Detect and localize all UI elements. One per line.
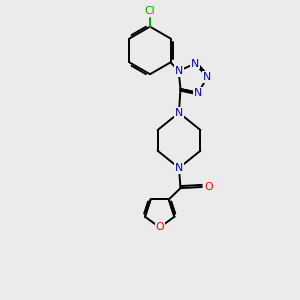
Text: N: N	[175, 66, 183, 76]
Text: Cl: Cl	[145, 6, 155, 16]
Text: N: N	[203, 72, 212, 82]
Text: N: N	[191, 58, 199, 68]
Text: N: N	[175, 163, 183, 173]
Text: O: O	[155, 222, 164, 233]
Text: N: N	[194, 88, 202, 98]
Text: N: N	[175, 108, 183, 118]
Text: O: O	[204, 182, 213, 192]
